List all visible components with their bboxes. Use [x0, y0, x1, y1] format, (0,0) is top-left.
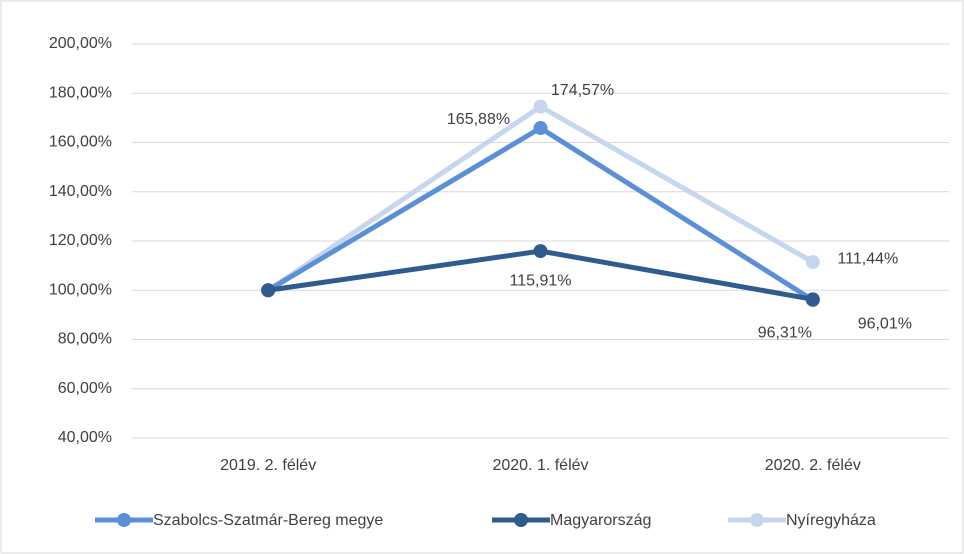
y-tick-label: 200,00%: [49, 35, 112, 52]
legend-label: Szabolcs-Szatmár-Bereg megye: [153, 512, 383, 529]
legend-marker: [117, 513, 131, 527]
y-tick-label: 60,00%: [58, 380, 112, 397]
legend-marker: [750, 513, 764, 527]
x-tick-label: 2020. 2. félév: [765, 457, 861, 474]
y-tick-label: 120,00%: [49, 232, 112, 249]
y-tick-label: 80,00%: [58, 331, 112, 348]
data-label: 174,57%: [551, 82, 614, 99]
y-tick-label: 140,00%: [49, 183, 112, 200]
data-point: [533, 244, 548, 259]
x-tick-label: 2020. 1. félév: [492, 457, 588, 474]
x-tick-label: 2019. 2. félév: [220, 457, 316, 474]
data-label: 96,01%: [858, 315, 912, 332]
y-tick-label: 100,00%: [49, 281, 112, 298]
legend-label: Magyarország: [550, 512, 651, 529]
data-point: [533, 121, 548, 136]
data-label: 115,91%: [510, 272, 572, 289]
data-point: [533, 99, 548, 114]
y-tick-label: 180,00%: [49, 84, 112, 101]
data-point: [805, 255, 820, 270]
y-tick-label: 40,00%: [58, 429, 112, 446]
data-point: [805, 292, 820, 307]
legend-marker: [514, 513, 528, 527]
data-label: 111,44%: [837, 250, 898, 267]
y-tick-label: 160,00%: [49, 134, 112, 151]
legend-label: Nyíregyháza: [786, 512, 876, 529]
data-label: 165,88%: [447, 111, 510, 128]
data-label: 96,31%: [758, 325, 812, 342]
data-point: [261, 283, 276, 298]
